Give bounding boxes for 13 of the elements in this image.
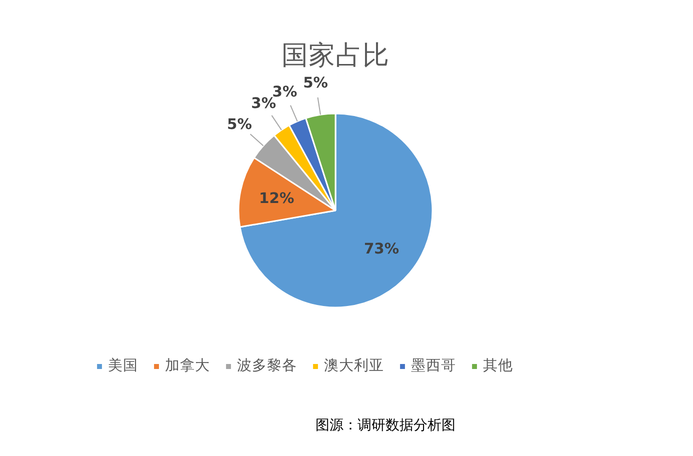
- data-label: 73%: [364, 240, 400, 258]
- legend-label: 其他: [483, 356, 513, 375]
- legend-label: 加拿大: [165, 356, 210, 375]
- data-label: 5%: [303, 74, 328, 92]
- data-label: 5%: [227, 116, 252, 133]
- data-label: 12%: [259, 190, 294, 207]
- text: 图源：调研数据分析图: [316, 418, 456, 434]
- legend-label: 波多黎各: [237, 356, 297, 375]
- chart-title: 国家占比: [282, 40, 390, 71]
- legend-label: 墨西哥: [411, 356, 456, 375]
- data-label: 3%: [272, 83, 298, 100]
- legend-label: 澳大利亚: [324, 356, 384, 375]
- legend-label: 美国: [108, 356, 138, 375]
